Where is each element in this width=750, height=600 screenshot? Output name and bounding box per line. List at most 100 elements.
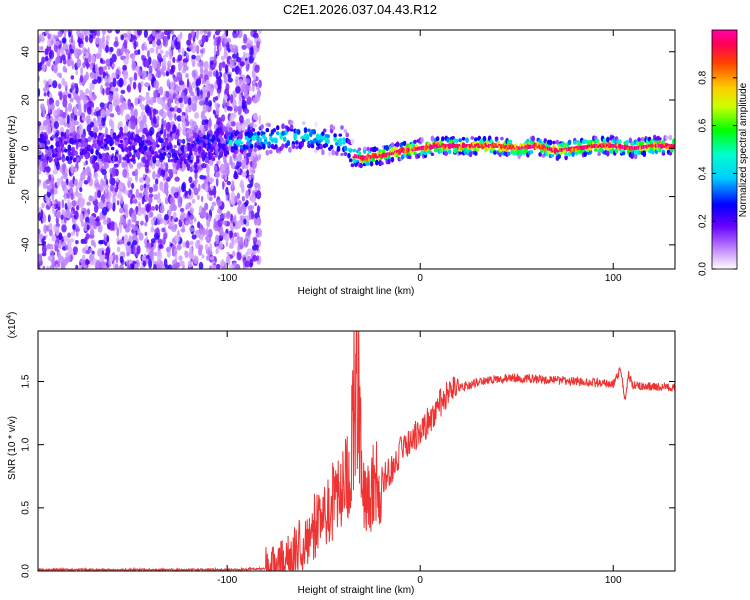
heatmap-cell [249, 86, 253, 92]
heatmap-cell [122, 168, 128, 178]
heatmap-cell [96, 30, 101, 37]
heatmap-cell [230, 121, 236, 127]
heatmap-cell [302, 121, 306, 125]
heatmap-cell [147, 50, 150, 58]
heatmap-cell [269, 149, 273, 155]
heatmap-cell [178, 185, 181, 196]
heatmap-cell [193, 217, 197, 223]
heatmap-cell [435, 136, 440, 142]
heatmap-cell [350, 138, 355, 145]
heatmap-cell [127, 98, 132, 107]
heatmap-cell [243, 89, 249, 100]
heatmap-cell [109, 177, 114, 185]
heatmap-cell [567, 147, 570, 152]
heatmap-cell [573, 140, 577, 145]
heatmap-cell [237, 200, 242, 206]
heatmap-cell [181, 47, 185, 57]
heatmap-cell [107, 30, 113, 34]
heatmap-cell [130, 135, 134, 140]
heatmap-cell [90, 95, 94, 101]
heatmap-cell [189, 214, 195, 220]
heatmap-cell [474, 150, 478, 156]
heatmap-cell [57, 146, 61, 152]
heatmap-cell [446, 138, 450, 143]
heatmap-cell [89, 33, 94, 39]
heatmap-cell [65, 155, 70, 162]
heatmap-cell [234, 147, 238, 151]
heatmap-cell [104, 75, 108, 83]
spectrogram-heatmap [38, 30, 675, 269]
heatmap-cell [144, 164, 149, 174]
heatmap-cell [150, 117, 154, 125]
heatmap-cell [185, 73, 189, 79]
heatmap-cell [256, 216, 261, 226]
snr-multiplier-base: (x10 [7, 318, 18, 338]
heatmap-cell [632, 146, 634, 151]
heatmap-cell [211, 264, 217, 269]
heatmap-cell [267, 123, 271, 127]
heatmap-cell [41, 238, 44, 246]
heatmap-cell [126, 84, 132, 93]
heatmap-cell [102, 34, 105, 43]
colorbar-tick-label: 0.0 [698, 262, 709, 276]
heatmap-cell [201, 163, 207, 169]
heatmap-cell [232, 33, 239, 39]
heatmap-cell [217, 36, 221, 45]
heatmap-cell [168, 90, 174, 96]
heatmap-cell [175, 262, 180, 269]
heatmap-cell [564, 152, 568, 157]
heatmap-cell [77, 102, 82, 111]
heatmap-cell [134, 168, 139, 176]
heatmap-cell [189, 207, 194, 214]
heatmap-cell [126, 132, 131, 137]
heatmap-cell [70, 139, 75, 145]
heatmap-cell [225, 83, 230, 91]
heatmap-cell [38, 33, 43, 40]
heatmap-cell [204, 235, 210, 241]
heatmap-cell [175, 234, 180, 243]
heatmap-cell [90, 106, 94, 117]
heatmap-cell [248, 175, 252, 181]
heatmap-cell [102, 264, 108, 269]
heatmap-cell [548, 147, 551, 152]
heatmap-cell [371, 157, 376, 163]
heatmap-cell [262, 131, 266, 135]
heatmap-cell [185, 109, 188, 119]
heatmap-cell [203, 135, 207, 140]
heatmap-cell [211, 201, 217, 207]
heatmap-cell [69, 156, 73, 161]
heatmap-cell [102, 88, 105, 96]
heatmap-cell [606, 136, 610, 143]
heatmap-cell [199, 66, 204, 74]
heatmap-cell [227, 255, 231, 266]
heatmap-cell [67, 144, 72, 151]
heatmap-cell [212, 70, 216, 77]
heatmap-cell [45, 114, 50, 121]
heatmap-cell [226, 180, 231, 186]
heatmap-cell [658, 143, 660, 148]
heatmap-cell [342, 140, 346, 145]
heatmap-cell [240, 88, 244, 94]
heatmap-cell [66, 178, 69, 186]
heatmap-cell [295, 145, 299, 150]
heatmap-cell [253, 124, 257, 128]
heatmap-cell [62, 157, 66, 162]
heatmap-cell [529, 150, 534, 155]
heatmap-cell [133, 233, 136, 242]
heatmap-cell [155, 73, 158, 77]
heatmap-cell [131, 145, 136, 151]
heatmap-cell [628, 145, 631, 150]
heatmap-cell [81, 30, 85, 34]
heatmap-cell [233, 214, 237, 224]
heatmap-cell [538, 152, 542, 157]
heatmap-cell [53, 158, 58, 163]
heatmap-cell [80, 112, 85, 117]
heatmap-cell [583, 145, 586, 150]
heatmap-cell [258, 153, 261, 160]
heatmap-cell [237, 204, 242, 213]
heatmap-cell [41, 33, 45, 43]
heatmap-cell [234, 237, 238, 243]
heatmap-cell [148, 186, 153, 194]
heatmap-cell [167, 32, 171, 40]
heatmap-cell [145, 132, 150, 137]
